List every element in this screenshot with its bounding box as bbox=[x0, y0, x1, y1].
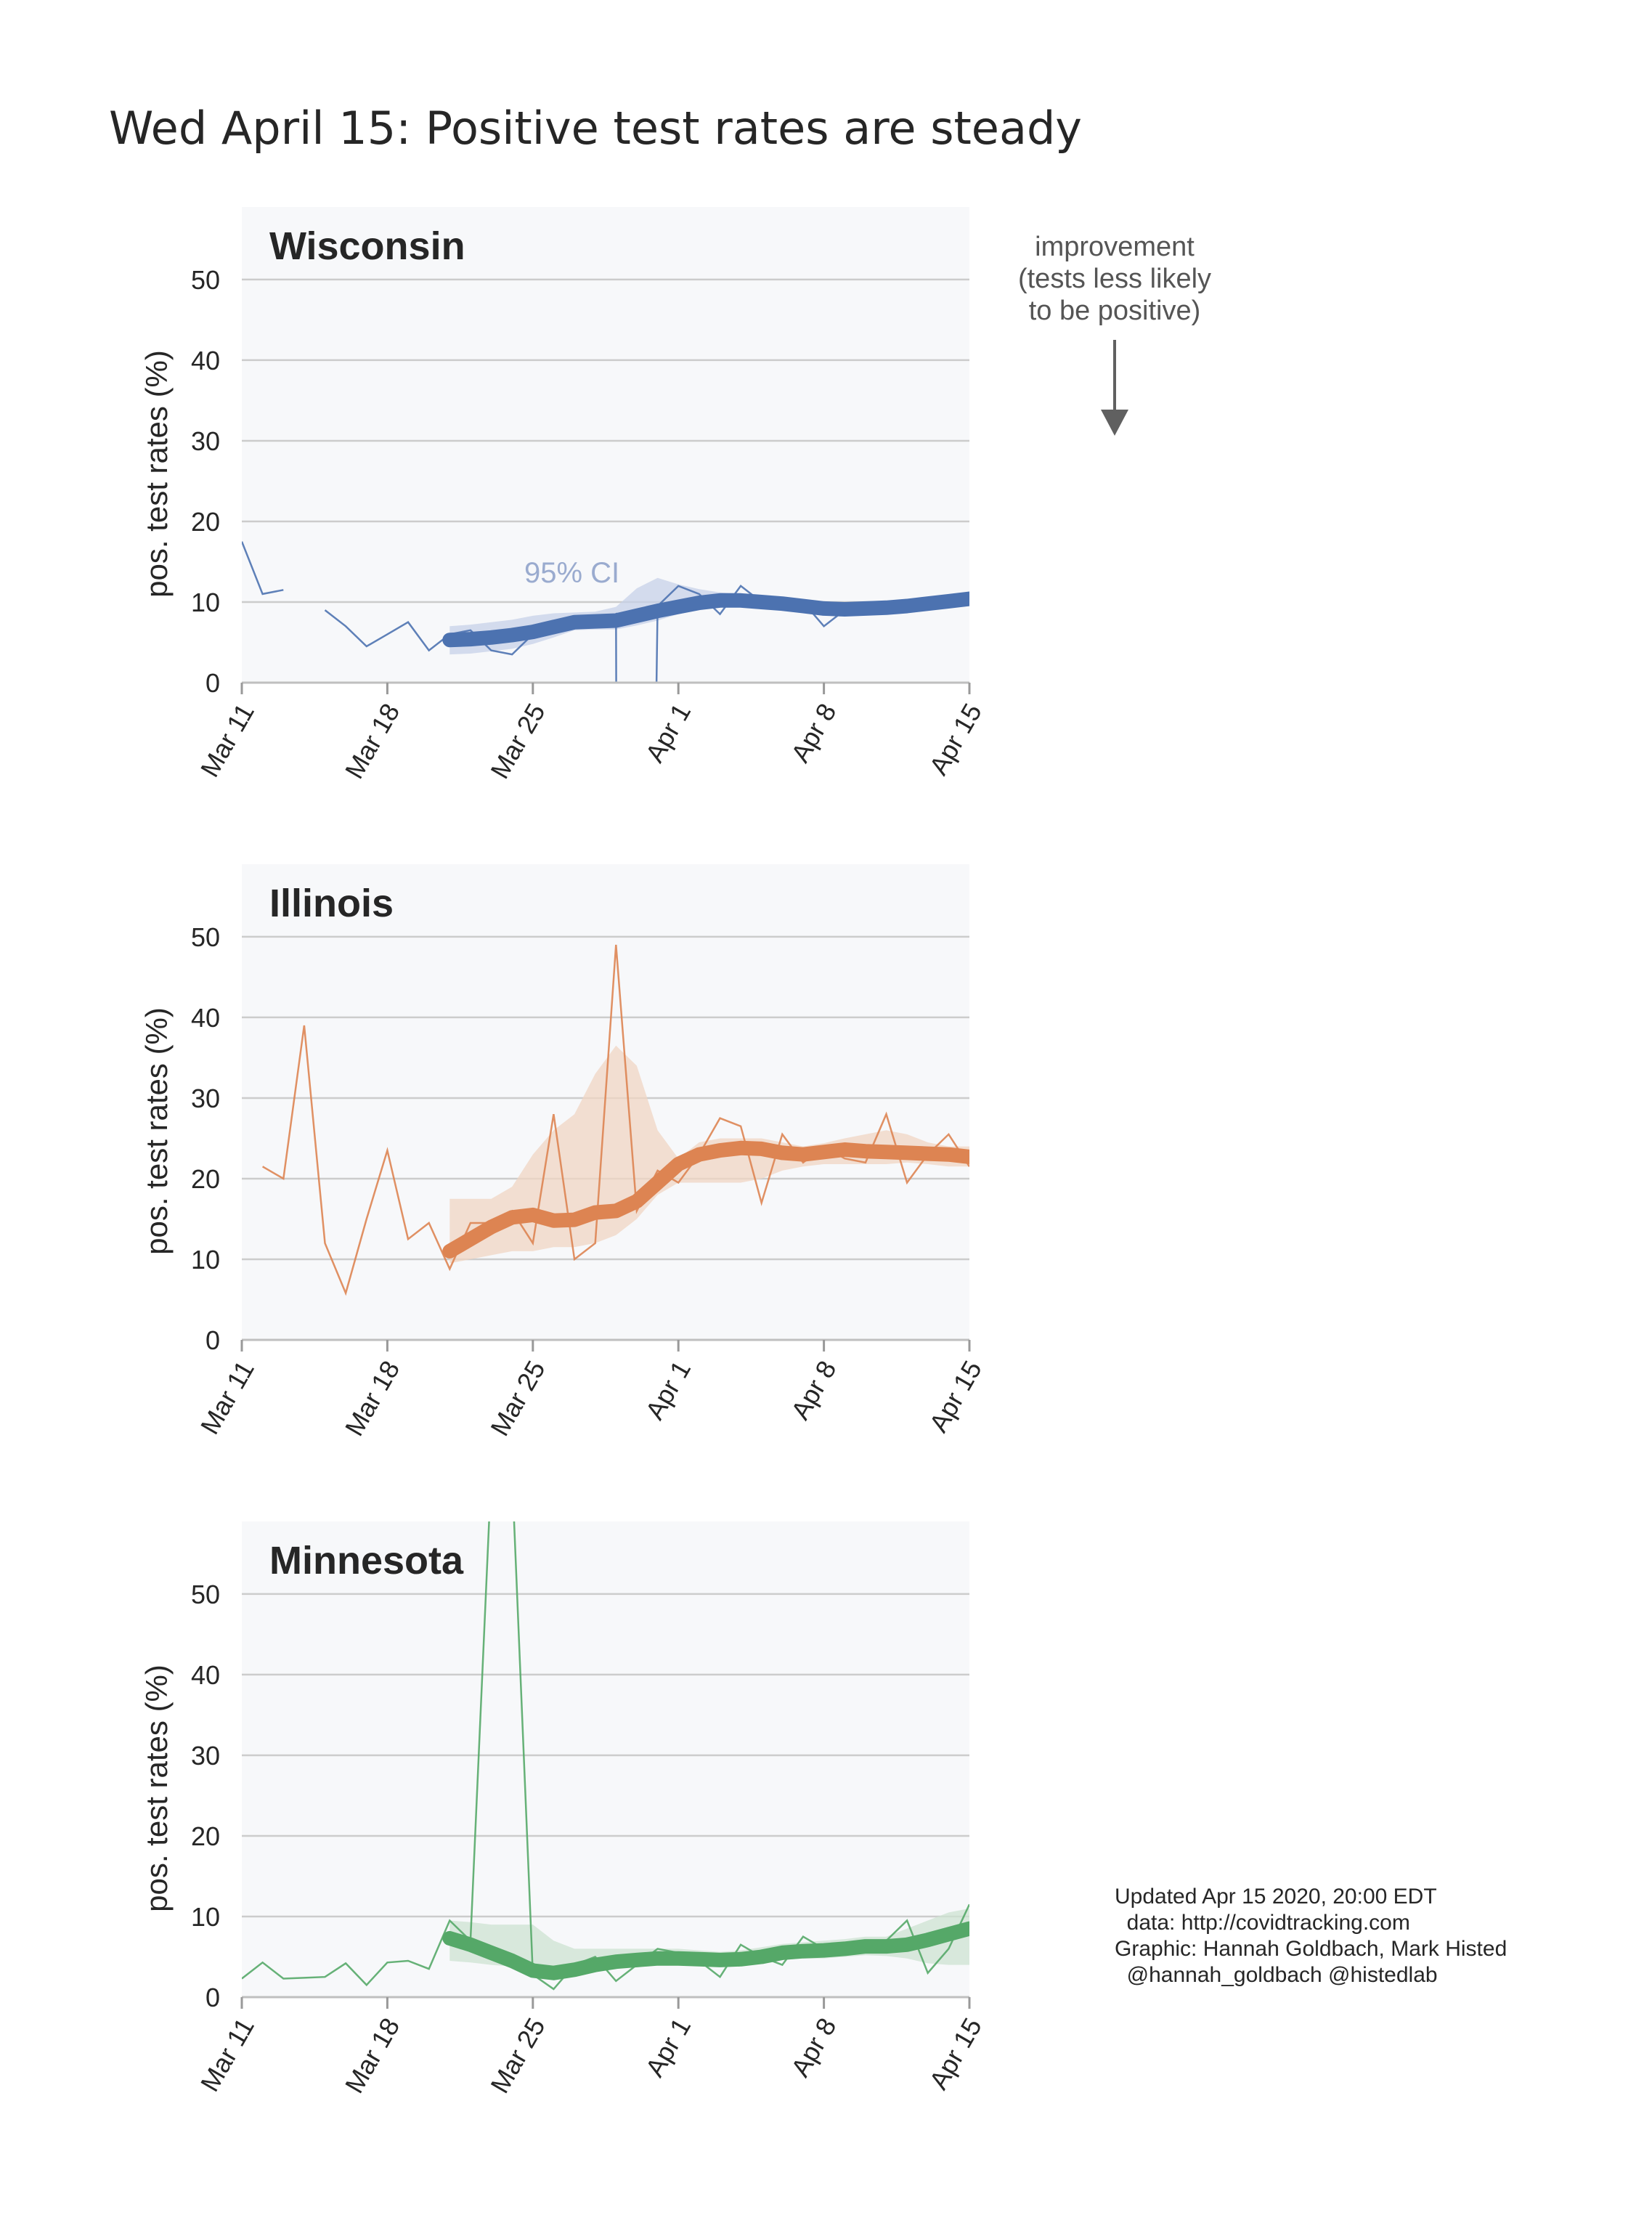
series-group bbox=[261, 944, 969, 1296]
y-tick-label: 30 bbox=[191, 1084, 220, 1113]
y-tick-label: 20 bbox=[191, 507, 220, 537]
credits-line-4: @hannah_goldbach @histedlab bbox=[1115, 1963, 1438, 1987]
x-tick-label: Apr 8 bbox=[785, 2013, 842, 2082]
annotation-line-3: to be positive) bbox=[1029, 296, 1201, 326]
y-tick-label: 10 bbox=[191, 1245, 220, 1275]
y-tick-label: 20 bbox=[191, 1164, 220, 1194]
y-tick-label: 30 bbox=[191, 1741, 220, 1771]
panel-illinois: 0 10 20 30 40 50 pos. test rates (%) Illinois Ma… bbox=[139, 864, 988, 1441]
smoothed-line bbox=[442, 1140, 969, 1259]
y-tick-label: 20 bbox=[191, 1821, 220, 1851]
state-name-minnesota: Minnesota bbox=[269, 1539, 464, 1582]
x-tick-label: Mar 18 bbox=[339, 699, 406, 784]
y-tick-label: 30 bbox=[191, 426, 220, 456]
credits-line-1: Updated Apr 15 2020, 20:00 EDT bbox=[1115, 1885, 1437, 1909]
x-tick-label: Mar 11 bbox=[195, 1356, 260, 1439]
y-axis-label: pos. test rates (%) bbox=[139, 1007, 174, 1255]
plot-area bbox=[242, 1521, 969, 1997]
y-tick-label: 40 bbox=[191, 1660, 220, 1690]
y-tick-label: 0 bbox=[206, 1325, 220, 1355]
x-tick-label: Apr 15 bbox=[923, 2013, 988, 2094]
panel-minnesota: 0 10 20 30 40 50 pos. test rates (%) Minnesota M… bbox=[139, 1521, 988, 2099]
x-tick-label: Apr 15 bbox=[923, 1356, 988, 1437]
x-tick-label: Mar 25 bbox=[484, 1356, 551, 1442]
annotation-line-2: (tests less likely bbox=[1018, 264, 1211, 294]
daily-line bbox=[261, 944, 969, 1296]
x-tick-label: Mar 25 bbox=[484, 699, 551, 784]
smoothed-line bbox=[442, 591, 969, 648]
x-tick-label: Mar 11 bbox=[195, 2013, 260, 2097]
ci-label: 95% CI bbox=[524, 557, 619, 589]
credits: Updated Apr 15 2020, 20:00 EDT data: htt… bbox=[1115, 1885, 1507, 1987]
x-tick-label: Apr 1 bbox=[640, 699, 697, 768]
credits-line-2: data: http://covidtracking.com bbox=[1115, 1911, 1410, 1935]
state-name-wisconsin: Wisconsin bbox=[269, 224, 465, 268]
y-tick-label: 50 bbox=[191, 265, 220, 295]
x-tick-label: Apr 15 bbox=[923, 699, 988, 780]
figure-title: Wed April 15: Positive test rates are st… bbox=[109, 102, 1082, 155]
y-tick-label: 0 bbox=[206, 1983, 220, 2012]
x-tick-label: Apr 1 bbox=[640, 1356, 697, 1425]
y-tick-label: 40 bbox=[191, 346, 220, 375]
x-tick-label: Apr 8 bbox=[785, 699, 842, 768]
y-tick-label: 0 bbox=[206, 668, 220, 698]
y-tick-label: 50 bbox=[191, 1580, 220, 1609]
ci-band bbox=[449, 577, 969, 655]
panel-wisconsin: 0 10 20 30 40 50 pos. test rates (%) Wisconsin M… bbox=[139, 207, 988, 784]
x-tick-label: Mar 11 bbox=[195, 699, 260, 782]
down-arrow-icon bbox=[1101, 340, 1128, 436]
credits-line-3: Graphic: Hannah Goldbach, Mark Histed bbox=[1115, 1937, 1507, 1961]
y-axis-label: pos. test rates (%) bbox=[139, 1665, 174, 1912]
series-group bbox=[242, 541, 969, 683]
x-tick-label: Mar 18 bbox=[339, 2013, 406, 2099]
y-tick-label: 50 bbox=[191, 922, 220, 952]
x-tick-label: Mar 25 bbox=[484, 2013, 551, 2099]
smoothed-line bbox=[442, 1921, 969, 1980]
chart-panels: 0 10 20 30 40 50 pos. test rates (%) Wisconsin M… bbox=[139, 207, 988, 2098]
y-tick-label: 40 bbox=[191, 1003, 220, 1033]
improvement-annotation: improvement (tests less likely to be pos… bbox=[1018, 232, 1211, 436]
y-tick-label: 10 bbox=[191, 1902, 220, 1932]
x-tick-label: Apr 8 bbox=[785, 1356, 842, 1425]
series-group bbox=[242, 1521, 969, 1991]
state-name-illinois: Illinois bbox=[269, 882, 394, 925]
x-tick-label: Apr 1 bbox=[640, 2013, 697, 2082]
annotation-line-1: improvement bbox=[1035, 232, 1195, 262]
x-tick-label: Mar 18 bbox=[339, 1356, 406, 1442]
y-axis-label: pos. test rates (%) bbox=[139, 350, 174, 598]
y-tick-label: 10 bbox=[191, 588, 220, 617]
